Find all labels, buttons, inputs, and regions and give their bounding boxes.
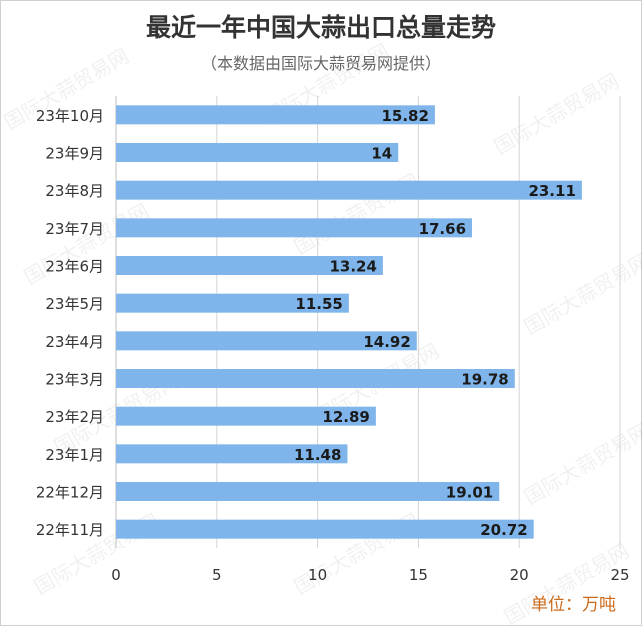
bar [116,293,349,313]
data-label: 19.78 [461,371,508,389]
bar [116,143,399,162]
data-label: 14.92 [363,333,410,351]
category-label: 23年1月 [45,446,104,464]
data-label: 12.89 [322,408,369,426]
category-label: 23年6月 [45,258,104,276]
category-label: 23年3月 [45,371,104,389]
category-label: 22年11月 [36,521,104,539]
category-label: 23年7月 [45,220,104,238]
chart-title: 最近一年中国大蒜出口总量走势 [145,13,496,42]
x-tick-label: 20 [510,566,529,584]
x-tick-label: 0 [111,566,121,584]
data-label: 11.55 [295,295,342,313]
x-tick-label: 10 [308,566,327,584]
x-tick-label: 5 [212,566,222,584]
data-label: 17.66 [419,220,466,238]
category-label: 23年8月 [45,182,104,200]
chart-subtitle: （本数据由国际大蒜贸易网提供） [200,54,441,73]
bar [116,369,515,388]
data-label: 15.82 [381,107,428,125]
bar [116,519,534,539]
data-label: 20.72 [480,521,527,539]
bar [116,444,348,464]
bar [116,218,473,238]
bar [116,406,376,426]
category-label: 22年12月 [36,484,104,502]
category-label: 23年2月 [45,408,104,426]
bar [116,331,417,351]
category-label: 23年10月 [36,107,104,125]
data-label: 23.11 [528,182,575,200]
x-tick-label: 25 [610,566,629,584]
data-label: 11.48 [294,446,341,464]
data-label: 13.24 [329,258,376,276]
category-label: 23年4月 [45,333,104,351]
unit-label: 单位：万吨 [531,595,616,615]
bar [116,256,383,275]
x-tick-label: 15 [409,566,428,584]
bar [116,482,500,501]
category-label: 23年9月 [45,145,104,163]
bar [116,180,582,200]
data-label: 14 [371,145,392,163]
bar [116,105,435,125]
category-label: 23年5月 [45,295,104,313]
data-label: 19.01 [446,484,493,502]
